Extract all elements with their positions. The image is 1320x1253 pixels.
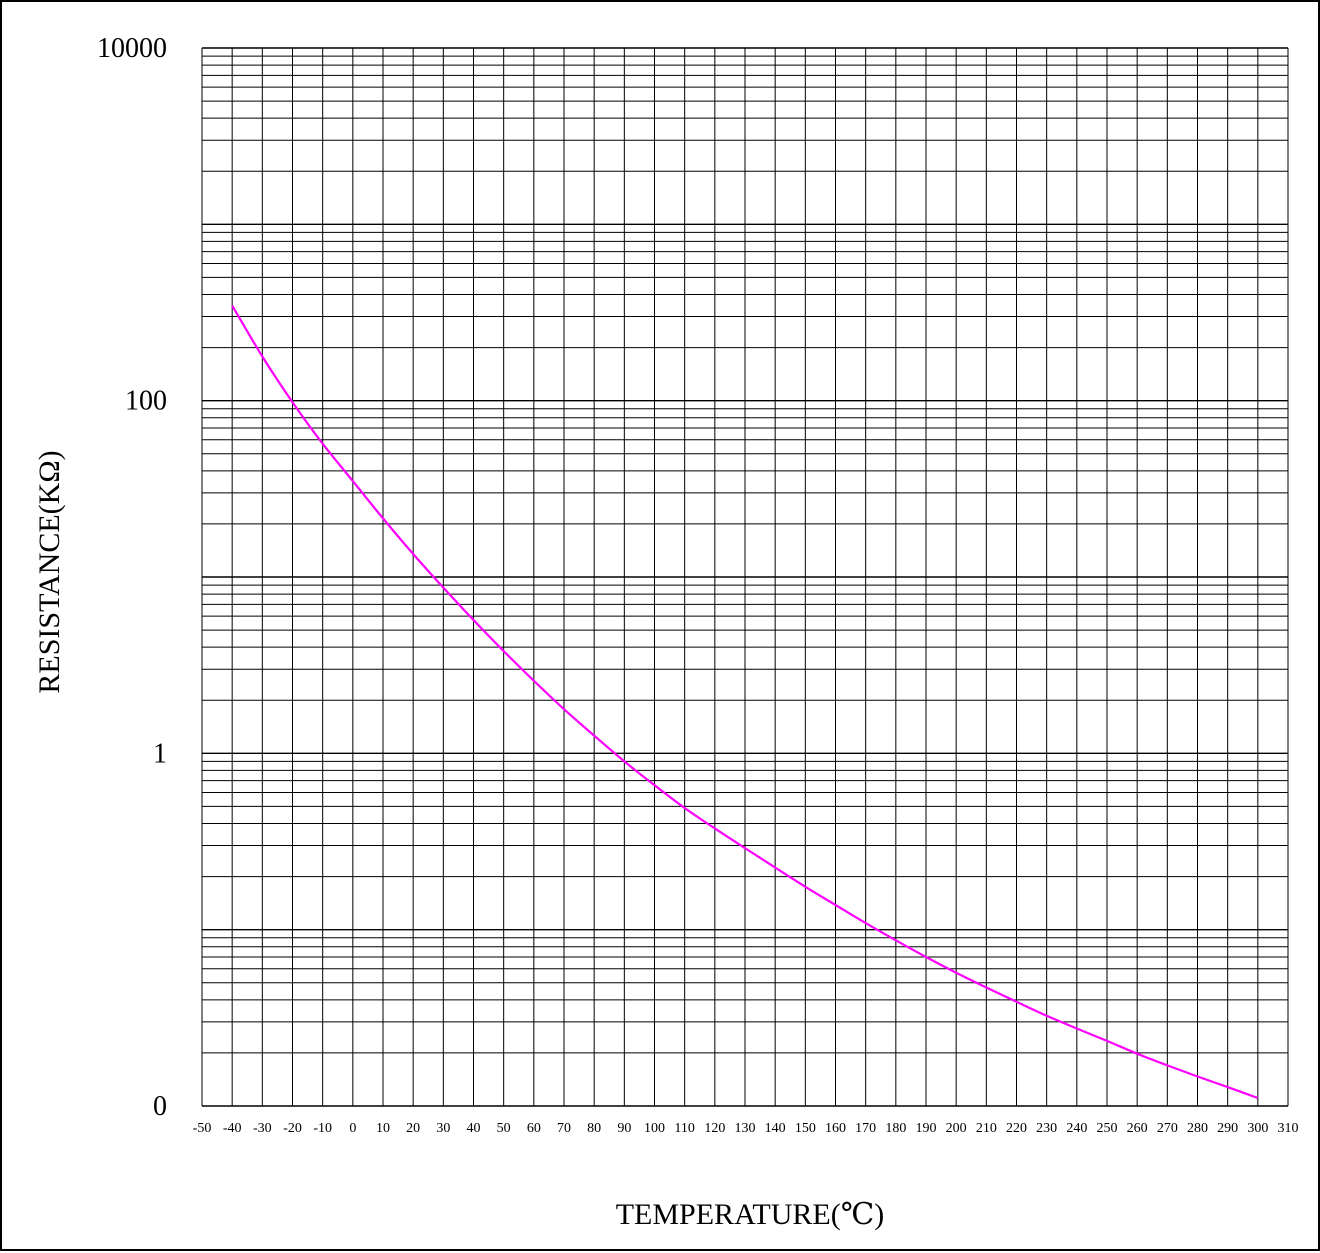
x-tick-label: 120 <box>704 1121 725 1136</box>
y-tick-labels: 10000 100 1 0 <box>97 33 167 1122</box>
x-tick-label: 310 <box>1278 1121 1299 1136</box>
x-tick-label: 200 <box>946 1121 967 1136</box>
x-tick-label: 260 <box>1127 1121 1148 1136</box>
series-line <box>231 305 1259 1100</box>
x-tick-label: 60 <box>527 1121 541 1136</box>
x-tick-label: 70 <box>557 1121 571 1136</box>
x-tick-label: 30 <box>436 1121 450 1136</box>
x-tick-label: 150 <box>795 1121 816 1136</box>
x-tick-label: 180 <box>885 1121 906 1136</box>
x-tick-labels: -50 -40 -30 -20 -10 0 10 20 30 40 50 60 70 80 90 100 110… <box>193 1121 1299 1136</box>
x-tick-label: 110 <box>674 1121 694 1136</box>
x-tick-label: 10 <box>376 1121 390 1136</box>
x-tick-label: 290 <box>1217 1121 1238 1136</box>
x-tick-label: 280 <box>1187 1121 1208 1136</box>
y-tick-label: 0 <box>153 1091 167 1122</box>
x-tick-label: 140 <box>765 1121 786 1136</box>
x-tick-label: 40 <box>467 1121 481 1136</box>
x-tick-label: -10 <box>313 1121 332 1136</box>
x-tick-label: 20 <box>406 1121 420 1136</box>
x-axis-label: TEMPERATURE(℃) <box>616 1198 885 1231</box>
x-tick-label: 100 <box>644 1121 665 1136</box>
x-tick-label: 130 <box>735 1121 756 1136</box>
x-tick-label: 270 <box>1157 1121 1178 1136</box>
curve-layer <box>231 305 1259 1100</box>
x-tick-label: -40 <box>223 1121 242 1136</box>
x-tick-label: 230 <box>1036 1121 1057 1136</box>
y-tick-label: 1 <box>153 738 167 769</box>
x-tick-label: 0 <box>349 1121 356 1136</box>
x-tick-label: -30 <box>253 1121 272 1136</box>
grid <box>201 47 1289 1107</box>
y-tick-label: 10000 <box>97 33 167 64</box>
x-tick-label: 300 <box>1247 1121 1268 1136</box>
x-tick-label: 80 <box>587 1121 601 1136</box>
x-tick-label: 220 <box>1006 1121 1027 1136</box>
y-tick-label: 100 <box>125 386 167 417</box>
x-tick-label: 50 <box>497 1121 511 1136</box>
y-axis-label: RESISTANCE(KΩ) <box>33 450 66 693</box>
x-tick-label: 250 <box>1097 1121 1118 1136</box>
x-tick-label: -20 <box>283 1121 302 1136</box>
x-tick-label: 170 <box>855 1121 876 1136</box>
x-tick-label: 160 <box>825 1121 846 1136</box>
x-tick-label: 240 <box>1066 1121 1087 1136</box>
x-tick-label: 90 <box>617 1121 631 1136</box>
x-tick-label: -50 <box>193 1121 212 1136</box>
x-tick-label: 210 <box>976 1121 997 1136</box>
x-tick-label: 190 <box>916 1121 937 1136</box>
